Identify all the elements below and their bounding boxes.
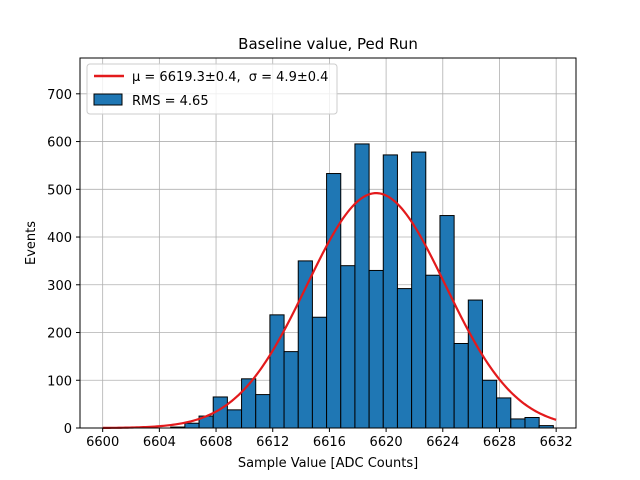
plot-area-frame <box>79 57 577 429</box>
legend-histogram-swatch <box>93 93 123 106</box>
x-tick-label: 6604 <box>143 435 176 450</box>
legend-fit-label: μ = 6619.3±0.4, σ = 4.9±0.4 <box>132 70 328 85</box>
y-tick-label: 100 <box>47 374 72 389</box>
histogram-bar <box>439 215 455 429</box>
histogram-bar <box>425 274 441 429</box>
histogram-bar <box>481 379 498 429</box>
histogram-bar <box>326 173 342 429</box>
histogram-bar <box>453 342 469 429</box>
histogram-bar <box>524 416 540 429</box>
legend-fit-sigma-label: σ = 4.9±0.4 <box>249 70 329 85</box>
y-tick-label: 600 <box>47 136 72 151</box>
y-tick-label: 400 <box>47 231 72 246</box>
x-tick-label: 6612 <box>256 435 289 450</box>
x-tick-label: 6616 <box>313 435 346 450</box>
histogram-bar <box>340 265 356 429</box>
histogram-bar <box>283 351 299 429</box>
y-axis-title: Events <box>24 221 39 265</box>
y-tick-label: 200 <box>47 327 72 342</box>
x-tick-label: 6608 <box>199 435 232 450</box>
x-axis-title: Sample Value [ADC Counts] <box>238 456 418 471</box>
legend-frame <box>86 63 338 115</box>
chart-title: Baseline value, Ped Run <box>238 35 418 53</box>
y-tick-label: 700 <box>47 88 72 103</box>
y-axis-ticks: 0 100 200 300 400 500 600 700 <box>47 88 80 437</box>
legend-fit-mu-label: μ = 6619.3±0.4, <box>132 70 241 85</box>
gaussian-fit <box>102 192 557 429</box>
x-tick-label: 6628 <box>483 435 516 450</box>
histogram-bar <box>311 316 328 429</box>
x-tick-label: 6620 <box>370 435 403 450</box>
histogram-bar <box>411 151 427 429</box>
legend-histogram-label: RMS = 4.65 <box>132 94 209 109</box>
x-tick-label: 6624 <box>426 435 459 450</box>
histogram-bar <box>184 422 200 429</box>
histogram-bar <box>467 299 483 429</box>
histogram-bar <box>368 269 384 429</box>
histogram-bar <box>255 394 271 429</box>
fit-curve <box>102 192 557 429</box>
histogram-bar <box>269 314 285 429</box>
histogram-bar <box>354 143 370 429</box>
histogram-bar <box>396 288 413 429</box>
histogram-bar <box>226 409 243 429</box>
y-tick-label: 500 <box>47 183 72 198</box>
x-tick-label: 6600 <box>86 435 119 450</box>
histogram-bar <box>496 397 512 429</box>
histogram-bar <box>510 418 526 429</box>
legend: μ = 6619.3±0.4, σ = 4.9±0.4 RMS = 4.65 <box>86 63 338 115</box>
y-tick-label: 300 <box>47 279 72 294</box>
x-tick-label: 6632 <box>540 435 573 450</box>
histogram-bars <box>170 143 554 429</box>
histogram-bar <box>241 378 257 429</box>
x-axis-ticks: 6600 6604 6608 6612 6616 6620 6624 6628 6632 <box>86 428 573 450</box>
y-tick-label: 0 <box>64 422 72 437</box>
